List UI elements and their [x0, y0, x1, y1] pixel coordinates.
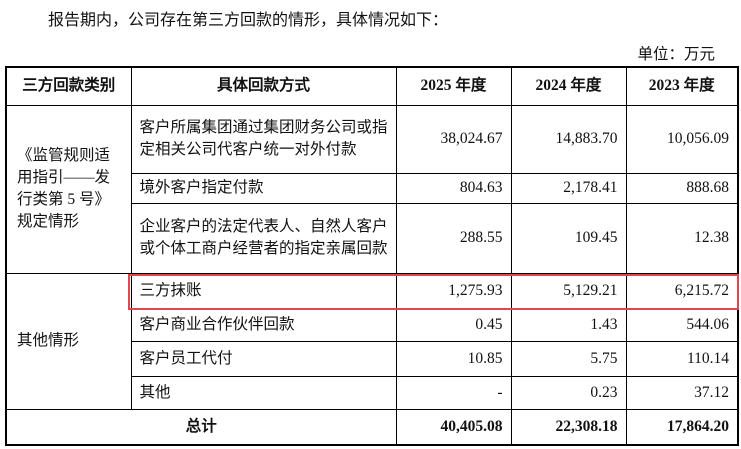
method-cell: 企业客户的法定代表人、自然人客户或个体工商户经营者的指定亲属回款 [130, 202, 397, 274]
value-cell: 110.14 [625, 340, 739, 377]
value-cell: 288.55 [395, 202, 512, 274]
header-cell: 2023 年度 [625, 66, 739, 106]
method-cell: 客户商业合作伙伴回款 [130, 308, 397, 342]
value-cell: 10,056.09 [625, 104, 739, 174]
method-cell: 客户所属集团通过集团财务公司或指定相关公司代客户统一对外付款 [130, 104, 397, 174]
header-cell: 具体回款方式 [130, 66, 397, 106]
value-cell: 109.45 [510, 202, 627, 274]
data-row: 其他 -0.23 37.12 [6, 375, 739, 410]
table-body: 三方回款类别 具体回款方式 2025 年度 2024 年度 2023 年度 《监管规则适用… [5, 66, 739, 446]
value-cell: 12.38 [625, 202, 739, 274]
category-cell: 《监管规则适用指引——发行类第 5 号》规定情形 [5, 104, 132, 274]
total-value: 40,405.08 [395, 408, 512, 446]
payment-table: 三方回款类别 具体回款方式 2025 年度 2024 年度 2023 年度 《监管规则适用… [5, 66, 739, 446]
total-value: 17,864.20 [625, 408, 739, 446]
value-cell: 5.75 [510, 340, 627, 377]
value-cell: 804.63 [395, 172, 512, 204]
value-cell: - [395, 375, 512, 410]
header-cell: 三方回款类别 [5, 66, 132, 106]
data-row: 境外客户指定付款 804.63 2,178.41 888.68 [6, 172, 739, 204]
method-cell: 三方抹账 [130, 272, 397, 310]
method-cell: 客户员工代付 [130, 340, 397, 377]
value-cell: 544.06 [625, 308, 739, 342]
value-cell: 888.68 [625, 172, 739, 204]
total-row: 总计 40,405.08 22,308.18 17,864.20 [5, 408, 739, 446]
value-cell: 5,129.21 [510, 272, 627, 310]
unit-label: 单位：万元 [637, 46, 715, 63]
value-cell: 0.45 [395, 308, 512, 342]
header-cell: 2025 年度 [395, 66, 512, 106]
intro-text: 报告期内，公司存在第三方回款的情形，具体情况如下： [48, 12, 449, 29]
value-cell: 6,215.72 [625, 272, 739, 310]
data-row: 企业客户的法定代表人、自然人客户或个体工商户经营者的指定亲属回款 288.55 10… [6, 202, 739, 274]
method-cell: 其他 [130, 375, 397, 410]
header-row: 三方回款类别 具体回款方式 2025 年度 2024 年度 2023 年度 [5, 66, 739, 106]
category-cell: 其他情形 [5, 272, 132, 410]
total-label: 总计 [5, 408, 397, 446]
data-row: 其他情形 三方抹账 1,275.93 5,129.21 6,215.72 [5, 272, 739, 410]
header-cell: 2024 年度 [510, 66, 627, 106]
value-cell: 1.43 [510, 308, 627, 342]
value-cell: 38,024.67 [395, 104, 512, 174]
value-cell: 10.85 [395, 340, 512, 377]
value-cell: 37.12 [625, 375, 739, 410]
total-value: 22,308.18 [510, 408, 627, 446]
value-cell: 14,883.70 [510, 104, 627, 174]
value-cell: 2,178.41 [510, 172, 627, 204]
value-cell: 0.23 [510, 375, 627, 410]
data-row: 《监管规则适用指引——发行类第 5 号》规定情形 客户所属集团通过集团财务公司或指… [5, 104, 739, 274]
method-cell: 境外客户指定付款 [130, 172, 397, 204]
value-cell: 1,275.93 [395, 272, 512, 310]
